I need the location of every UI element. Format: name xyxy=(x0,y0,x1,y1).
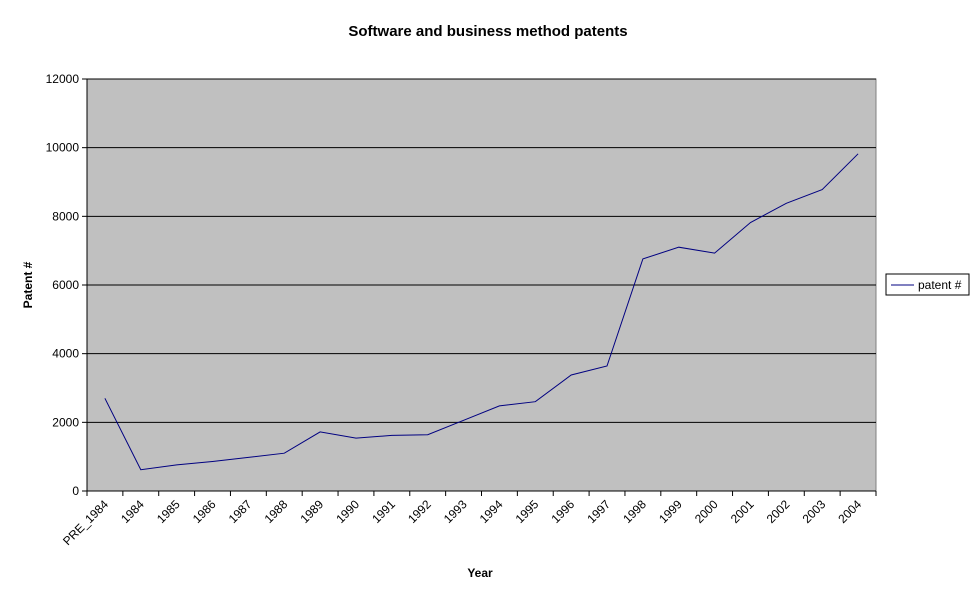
legend-label-patent: patent # xyxy=(918,278,962,292)
x-tick-label: 2000 xyxy=(692,497,721,526)
y-axis-title: Patent # xyxy=(21,261,35,308)
y-tick-label: 2000 xyxy=(52,415,79,429)
x-tick-label: 1994 xyxy=(477,497,506,526)
x-tick-label: 1985 xyxy=(154,497,183,526)
x-tick-label: 1987 xyxy=(226,497,255,526)
legend: patent # xyxy=(885,273,970,296)
x-tick-label: 1995 xyxy=(513,497,542,526)
x-tick-label: 1997 xyxy=(584,497,613,526)
x-tick-label: 2001 xyxy=(728,497,757,526)
x-tick-label: PRE_1984 xyxy=(60,497,111,548)
chart-title: Software and business method patents xyxy=(348,23,627,40)
x-tick-label: 1988 xyxy=(262,497,291,526)
x-tick-label: 1989 xyxy=(297,497,326,526)
x-axis-title: Year xyxy=(467,566,493,580)
x-tick-label: 2004 xyxy=(835,497,864,526)
y-tick-label: 4000 xyxy=(52,347,79,361)
x-tick-label: 1984 xyxy=(118,497,147,526)
x-tick-label: 1991 xyxy=(369,497,398,526)
y-axis-ticks: 0 2000 4000 6000 8000 10000 12000 xyxy=(46,72,87,498)
y-tick-label: 12000 xyxy=(46,72,80,86)
y-tick-label: 0 xyxy=(72,484,79,498)
x-tick-label: 1993 xyxy=(441,497,470,526)
x-tick-label: 1999 xyxy=(656,497,685,526)
x-tick-label: 2002 xyxy=(764,497,793,526)
x-tick-label: 1992 xyxy=(405,497,434,526)
x-tick-label: 2003 xyxy=(800,497,829,526)
x-tick-label: 1990 xyxy=(333,497,362,526)
x-axis-ticks: PRE_1984 1984 1985 1986 1987 1988 1989 1990 1991… xyxy=(60,491,877,548)
x-tick-label: 1998 xyxy=(620,497,649,526)
legend-box xyxy=(885,273,970,296)
y-tick-label: 6000 xyxy=(52,278,79,292)
gridlines xyxy=(87,78,876,423)
x-tick-label: 1996 xyxy=(548,497,577,526)
series-group xyxy=(104,153,859,471)
x-tick-label: 1986 xyxy=(190,497,219,526)
y-tick-label: 10000 xyxy=(46,141,80,155)
y-tick-label: 8000 xyxy=(52,209,79,223)
series-line-0 xyxy=(104,153,859,471)
